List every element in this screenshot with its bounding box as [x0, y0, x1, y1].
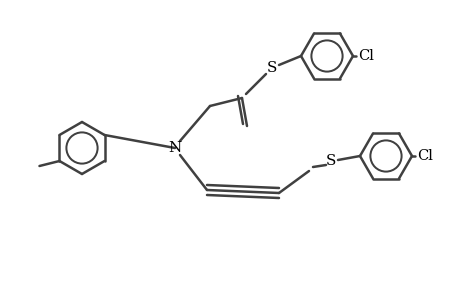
Text: Cl: Cl — [416, 149, 432, 163]
Text: N: N — [168, 141, 181, 155]
Text: Cl: Cl — [357, 49, 373, 63]
Text: S: S — [325, 154, 336, 168]
Text: S: S — [266, 61, 277, 75]
